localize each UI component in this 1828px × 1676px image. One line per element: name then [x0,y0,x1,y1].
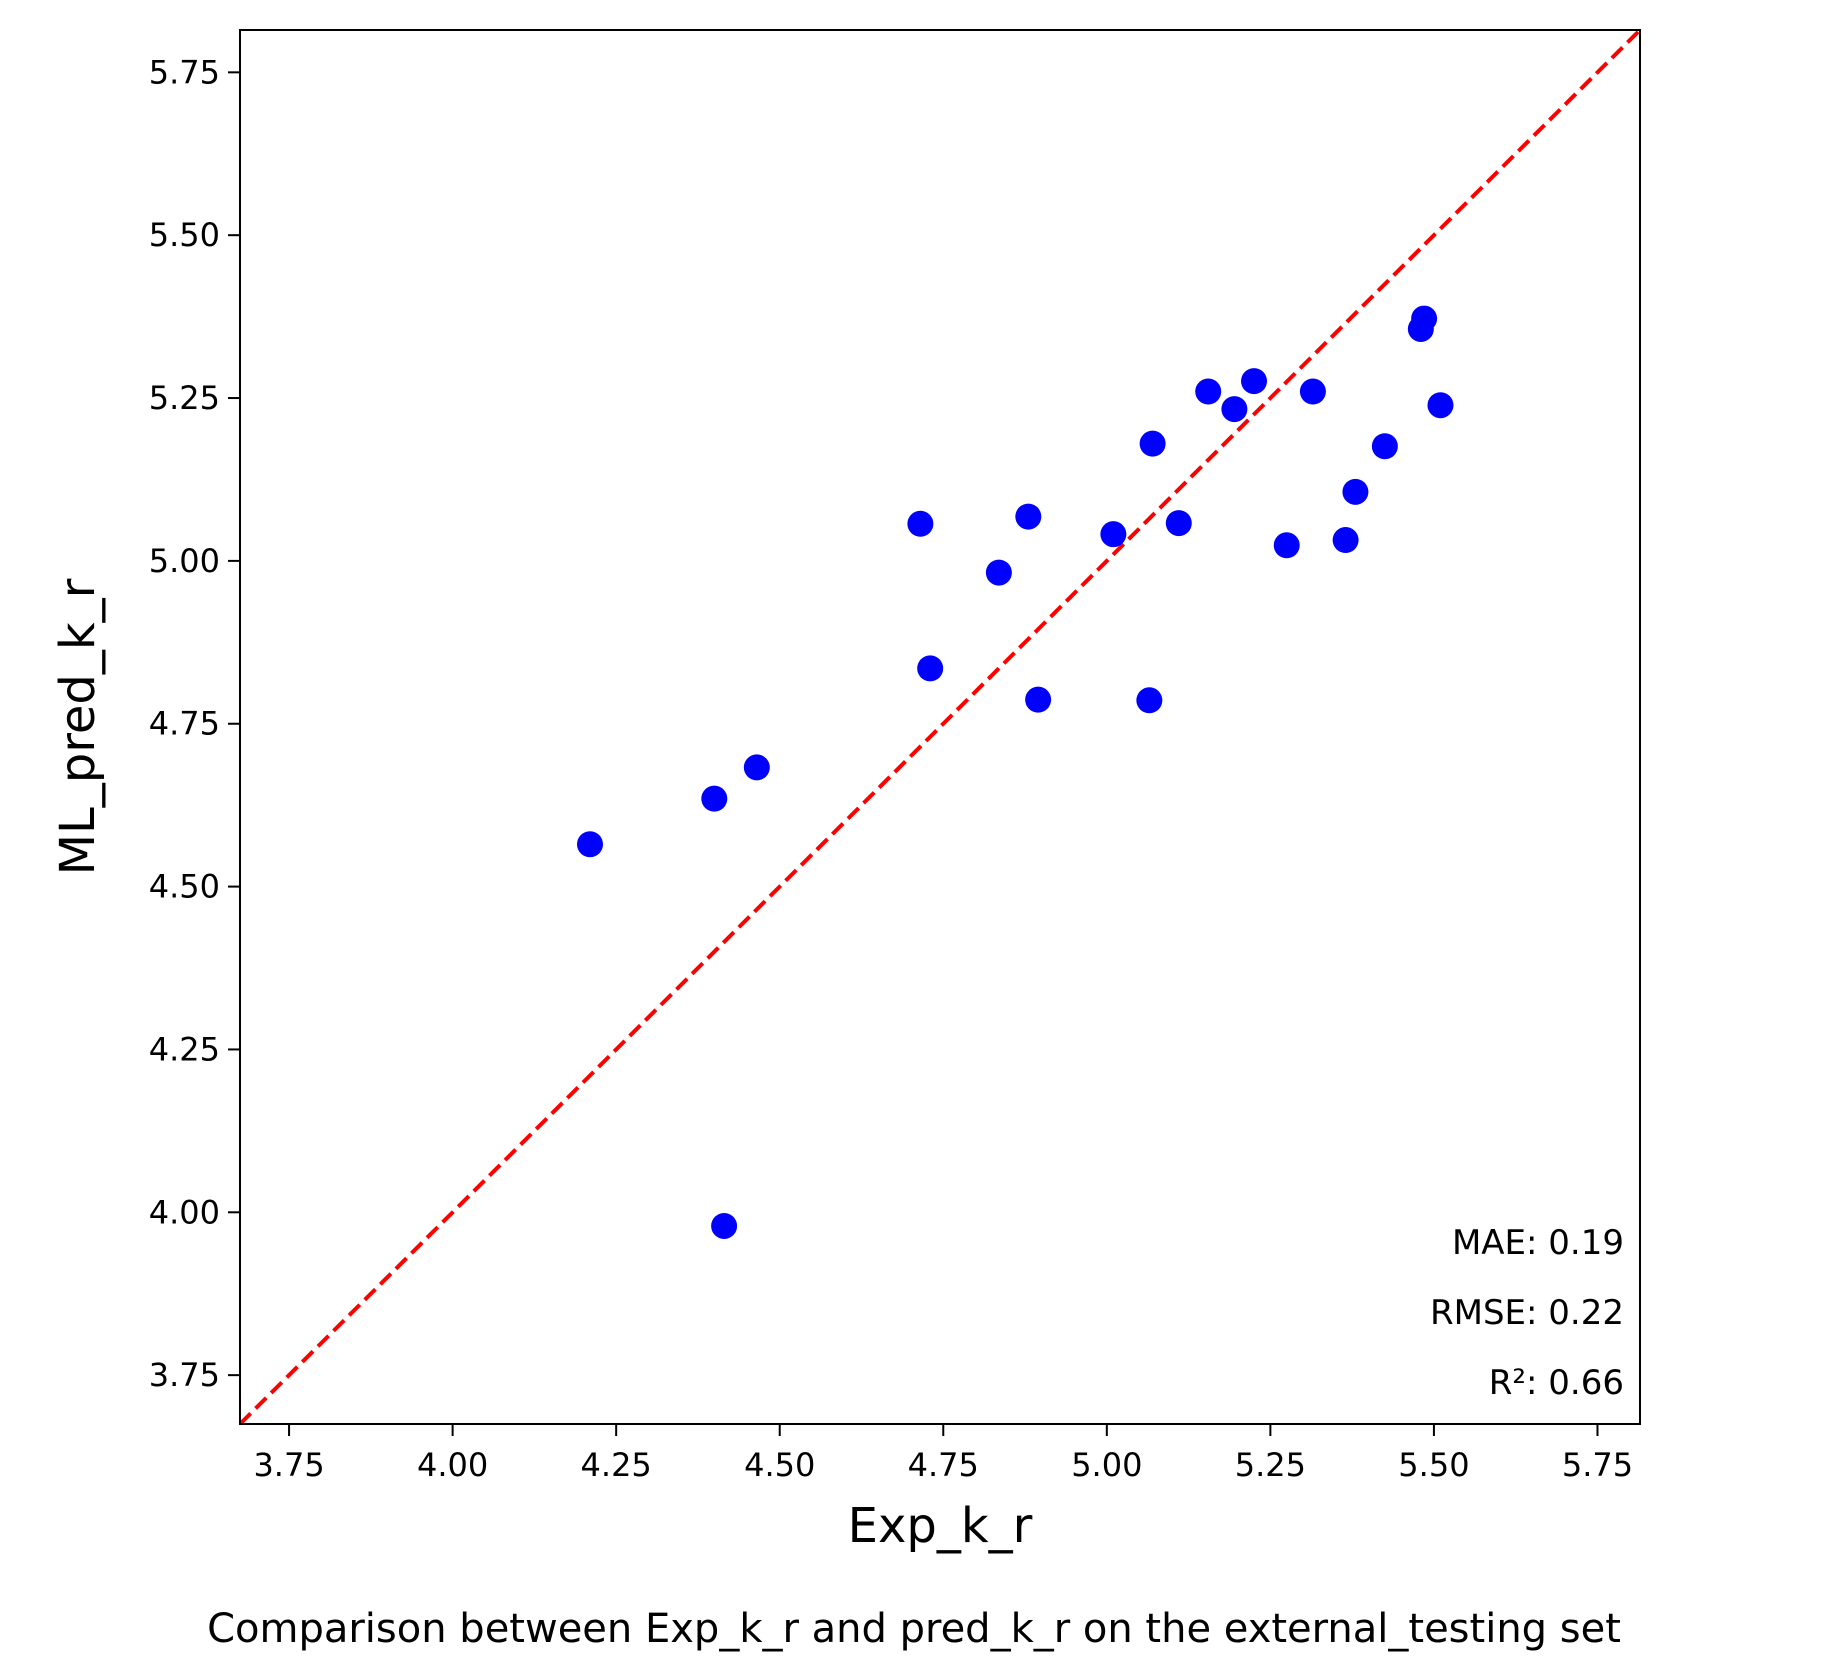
x-tick-label: 5.00 [1071,1446,1142,1484]
x-tick-label: 5.50 [1398,1446,1469,1484]
data-point [1241,368,1268,395]
x-axis-label: Exp_k_r [848,1498,1033,1554]
y-tick-label: 5.75 [149,53,220,91]
x-tick-label: 4.75 [908,1446,979,1484]
data-point [917,655,944,682]
x-tick-label: 5.75 [1562,1446,1633,1484]
data-point [1195,378,1222,405]
data-point [1100,521,1127,548]
reference-line [238,28,1642,1426]
data-point [1411,305,1438,332]
data-point [1136,687,1163,714]
data-point [1332,527,1359,554]
metrics-annotations: MAE: 0.19 RMSE: 0.22 R²: 0.66 [1430,1223,1624,1403]
data-point [1371,433,1398,460]
y-tick-label: 4.00 [149,1193,220,1231]
data-point [1342,478,1369,505]
y-tick-label: 3.75 [149,1356,220,1394]
data-point [1165,510,1192,537]
chart-caption: Comparison between Exp_k_r and pred_k_r … [207,1606,1621,1652]
data-point [1427,392,1454,419]
data-point [577,831,603,858]
data-point [907,510,934,537]
y-axis-label: ML_pred_k_r [50,578,106,875]
y-tick-label: 5.25 [149,379,220,417]
metric-annotation: MAE: 0.19 [1452,1223,1624,1263]
y-tick-label: 5.50 [149,216,220,254]
data-point [711,1212,738,1239]
metric-annotation: RMSE: 0.22 [1430,1293,1624,1333]
data-point [985,559,1012,586]
metric-annotation: R²: 0.66 [1489,1363,1624,1403]
plot-frame [239,29,1641,1425]
x-tick-label: 4.00 [417,1446,488,1484]
x-tick-label: 4.25 [581,1446,652,1484]
y-tick-label: 4.75 [149,705,220,743]
reference-line-group [238,28,1642,1426]
data-point [1139,430,1166,457]
data-point [1015,503,1042,530]
data-point [1299,378,1326,405]
y-tick-label: 5.00 [149,542,220,580]
data-point [1025,686,1052,713]
data-points [577,305,1454,1239]
data-point [743,754,770,781]
y-tick-label: 4.25 [149,1030,220,1068]
data-point [1221,396,1248,423]
x-tick-label: 4.50 [744,1446,815,1484]
data-point [701,785,728,812]
data-point [1273,532,1300,559]
x-tick-label: 3.75 [253,1446,324,1484]
axis-ticks: 3.75 4.00 4.25 4.50 4.75 5.00 5.25 5.50 5.75 3.75… [149,53,1633,1484]
y-tick-label: 4.50 [149,868,220,906]
x-tick-label: 5.25 [1235,1446,1306,1484]
